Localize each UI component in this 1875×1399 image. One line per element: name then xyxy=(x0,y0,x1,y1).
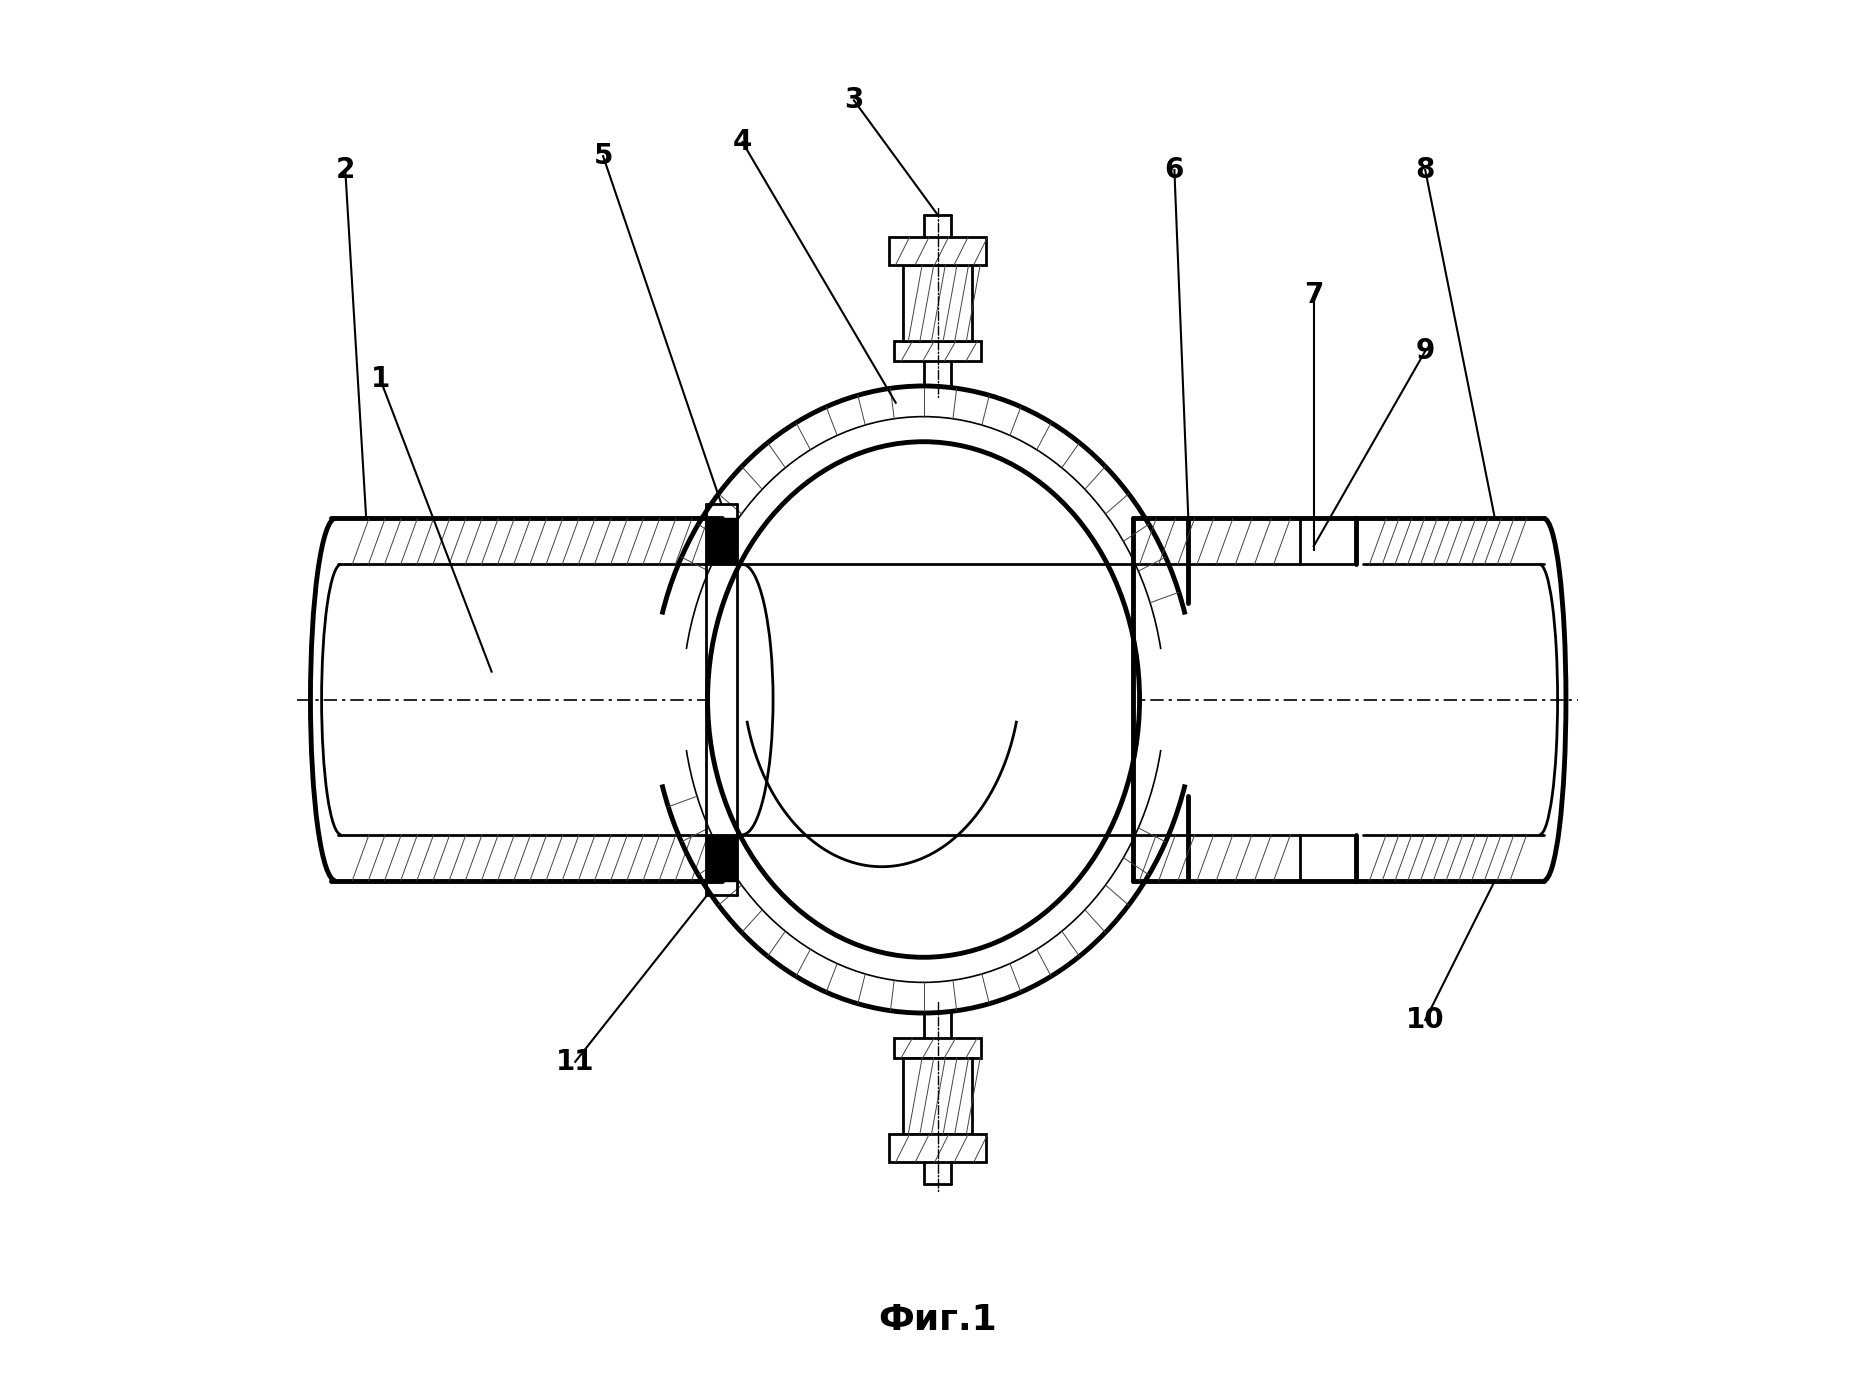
Text: 4: 4 xyxy=(733,129,752,157)
Bar xyxy=(894,1038,981,1058)
Text: 11: 11 xyxy=(557,1048,594,1076)
Bar xyxy=(889,1135,986,1163)
Bar xyxy=(889,236,986,264)
Text: 3: 3 xyxy=(844,87,864,115)
Text: 8: 8 xyxy=(1416,157,1434,185)
Text: 10: 10 xyxy=(1406,1006,1444,1034)
Text: 5: 5 xyxy=(592,143,613,171)
Ellipse shape xyxy=(707,442,1140,957)
Text: 7: 7 xyxy=(1303,281,1324,309)
Text: Фиг.1: Фиг.1 xyxy=(878,1302,998,1336)
Text: 6: 6 xyxy=(1164,157,1185,185)
Text: 9: 9 xyxy=(1416,337,1434,365)
Text: 2: 2 xyxy=(336,157,354,185)
Bar xyxy=(707,519,737,564)
Bar xyxy=(707,835,737,880)
Text: 1: 1 xyxy=(371,365,390,393)
Bar xyxy=(894,341,981,361)
Bar xyxy=(902,1058,973,1135)
Bar xyxy=(902,264,973,341)
